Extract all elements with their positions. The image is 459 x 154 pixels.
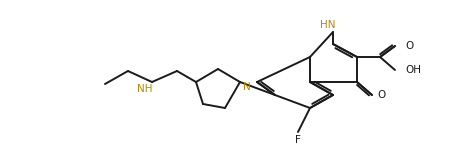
Text: NH: NH [137,84,153,94]
Text: O: O [377,90,385,100]
Text: O: O [405,41,413,51]
Text: OH: OH [405,65,421,75]
Text: N: N [243,82,251,92]
Text: F: F [295,135,301,145]
Text: HN: HN [320,20,336,30]
